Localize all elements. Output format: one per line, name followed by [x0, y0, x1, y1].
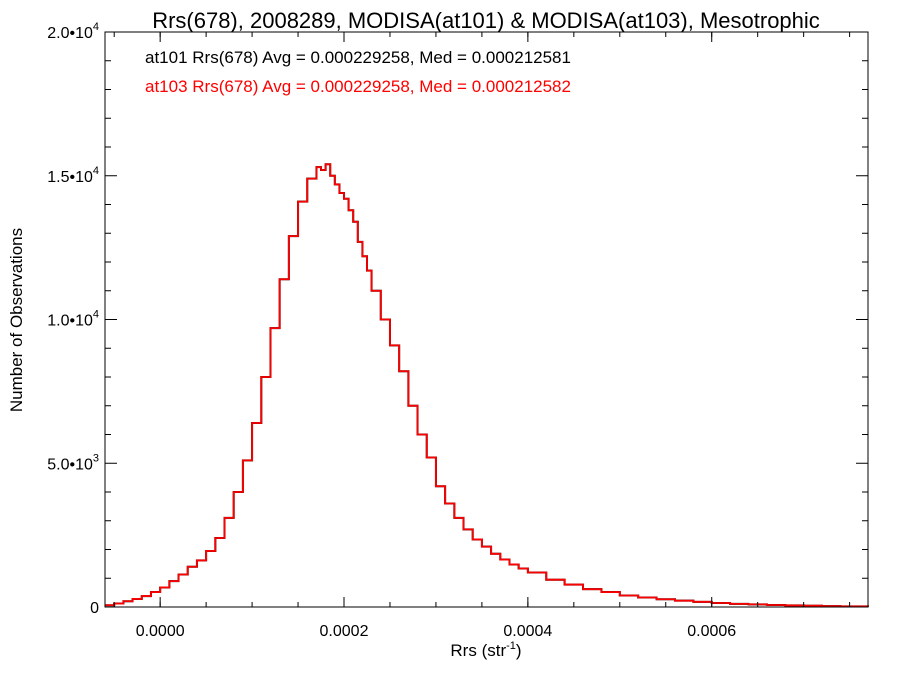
x-axis-label-main: Rrs (str	[450, 641, 506, 660]
series-layer	[105, 163, 869, 608]
x-axis-label: Rrs (str-1)	[450, 640, 521, 660]
series-line-at103	[105, 163, 869, 608]
x-axis-label-sup: -1	[506, 640, 516, 652]
series-line-at101	[105, 163, 869, 608]
annotation-2: at103 Rrs(678) Avg = 0.000229258, Med = …	[145, 77, 571, 96]
y-axis-ticks: 0 5.0•103 1.0•104 1.5•104 2.0•104	[47, 21, 868, 617]
y-tick-label-2: 1.0•104	[47, 309, 99, 330]
y-tick-label-0: 0	[90, 600, 99, 617]
y-tick-label-1: 5.0•103	[47, 452, 99, 473]
x-axis-ticks: 0.0000 0.0002 0.0004 0.0006	[113, 32, 851, 640]
x-tick-label-3: 0.0006	[687, 623, 736, 640]
plot-frame	[104, 31, 869, 608]
chart-title: Rrs(678), 2008289, MODISA(at101) & MODIS…	[152, 8, 820, 33]
x-axis-label-tail: )	[516, 641, 522, 660]
y-tick-label-4: 2.0•104	[47, 21, 99, 42]
annotations: at101 Rrs(678) Avg = 0.000229258, Med = …	[145, 48, 571, 96]
x-tick-label-0: 0.0000	[136, 623, 185, 640]
annotation-1: at101 Rrs(678) Avg = 0.000229258, Med = …	[145, 48, 571, 67]
x-tick-label-1: 0.0002	[320, 623, 369, 640]
y-tick-label-3: 1.5•104	[47, 165, 99, 186]
x-tick-label-2: 0.0004	[503, 623, 552, 640]
y-axis-label: Number of Observations	[7, 228, 26, 412]
